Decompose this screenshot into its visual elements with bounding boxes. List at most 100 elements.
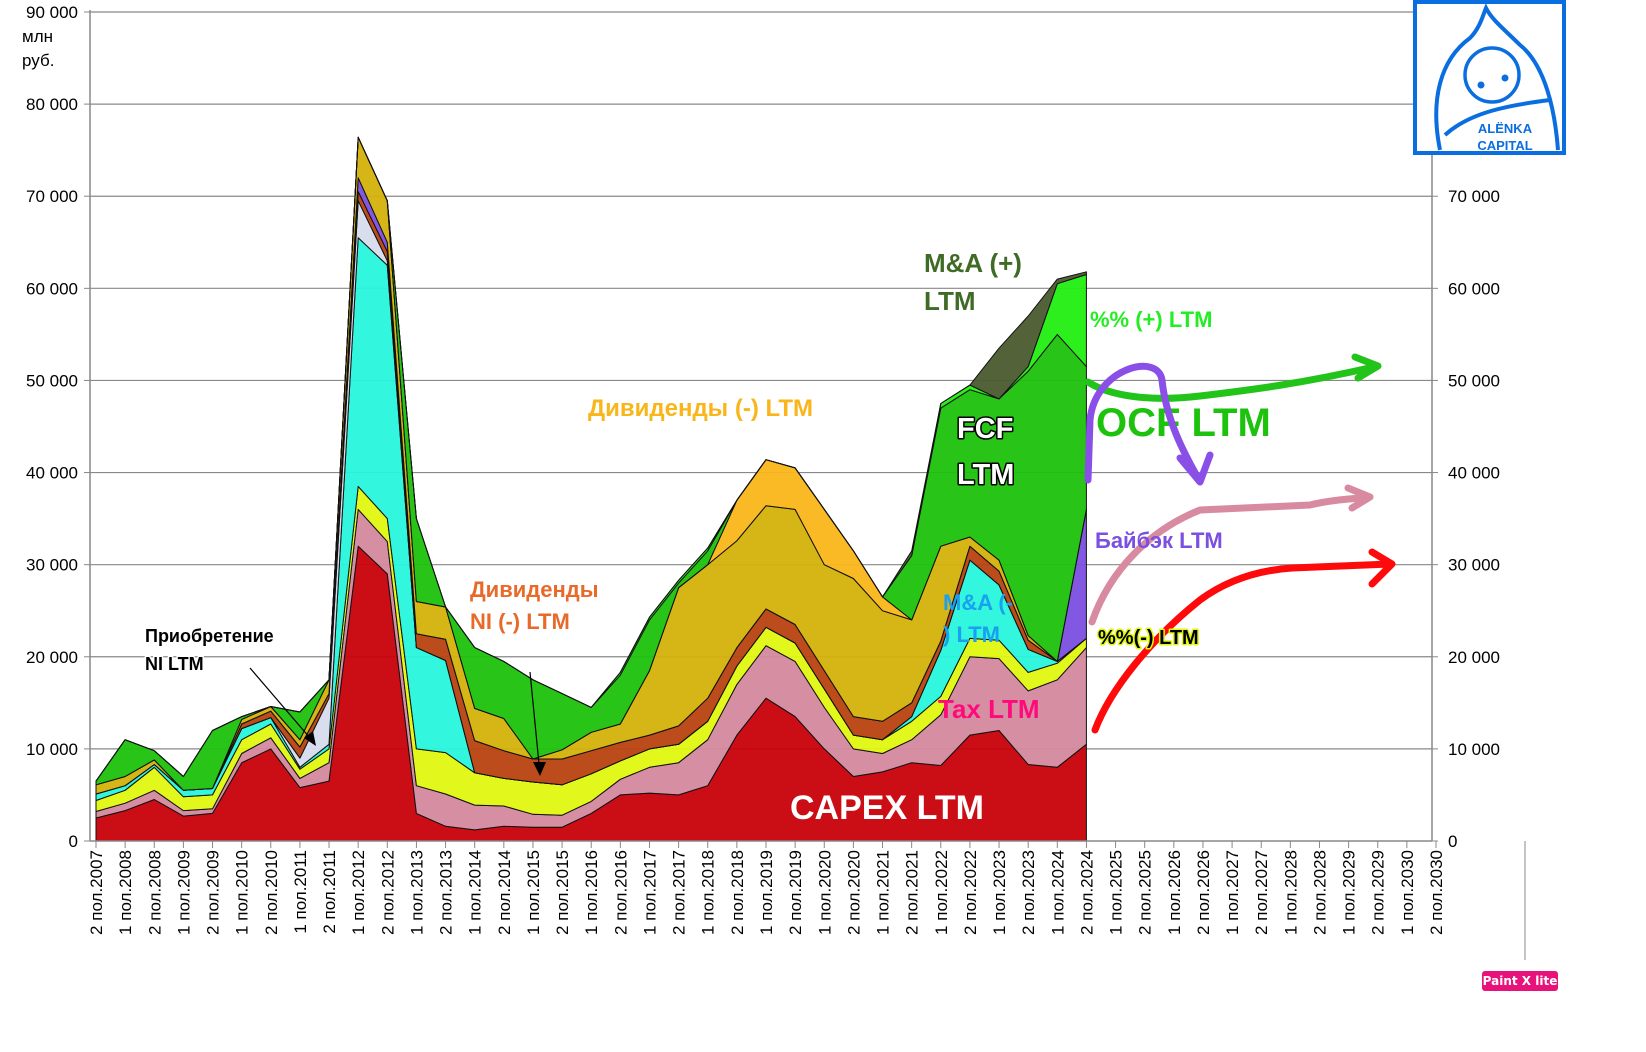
- x-tick-label: 1 пол.2030: [1398, 850, 1417, 935]
- x-tick-label: 2 пол.2018: [728, 850, 747, 935]
- y-axis-right-ticks: 0 10 000 20 000 30 000 40 000 50 000 60 000 70 …: [1432, 187, 1500, 851]
- gridlines: [90, 11, 1432, 750]
- x-tick-label: 2 пол.2011: [320, 850, 339, 934]
- x-tick-label: 2 пол.2027: [1252, 850, 1271, 935]
- label-fcf-1: FCF: [957, 413, 1013, 445]
- pointer-head-divni: [533, 762, 546, 776]
- x-tick-label: 1 пол.2014: [466, 850, 485, 935]
- label-ma-neg-1: M&A (-: [943, 590, 1013, 615]
- x-tick-label: 2 пол.2030: [1427, 850, 1446, 935]
- x-tick-label: 1 пол.2009: [174, 850, 193, 935]
- x-tick-label: 1 пол.2023: [990, 850, 1009, 935]
- x-tick-label: 1 пол.2025: [1107, 850, 1126, 935]
- x-tick-label: 2 пол.2029: [1369, 850, 1388, 935]
- series-labels: M&A (+) LTM %% (+) LTM OCF LTM Дивиденды…: [144, 248, 1271, 827]
- label-int-neg: %%(-) LTM: [1098, 627, 1199, 649]
- y-left-tick-label: 10 000: [26, 740, 78, 759]
- label-int-pos: %% (+) LTM: [1090, 307, 1212, 332]
- annotation-pointers: [249, 667, 546, 776]
- doll-scarf-icon: [1443, 98, 1551, 137]
- y-left-tick-label: 60 000: [26, 279, 78, 298]
- logo-text-1: ALЁNKA: [1478, 121, 1533, 136]
- x-tick-label: 2 пол.2010: [262, 850, 281, 935]
- label-tax: Tax LTM: [938, 694, 1040, 724]
- y-unit-label-1: млн: [22, 27, 53, 46]
- x-tick-label: 1 пол.2020: [815, 850, 834, 935]
- x-tick-label: 2 пол.2016: [611, 850, 630, 935]
- pointer-head-acq: [304, 731, 316, 746]
- x-tick-label: 1 пол.2016: [582, 850, 601, 935]
- int-neg-forecast-arrow: [1091, 548, 1396, 734]
- doll-face-icon: [1463, 46, 1521, 104]
- x-tick-label: 1 пол.2028: [1281, 850, 1300, 935]
- label-acq-ni-2: NI LTM: [145, 654, 204, 674]
- x-tick-label: 2 пол.2009: [204, 850, 223, 935]
- x-tick-label: 1 пол.2022: [932, 850, 951, 935]
- logo-text-2: CAPITAL: [1477, 138, 1532, 153]
- x-tick-label: 2 пол.2012: [378, 850, 397, 935]
- y-left-tick-label: 0: [69, 832, 78, 851]
- x-tick-label: 1 пол.2018: [699, 850, 718, 935]
- x-tick-label: 2 пол.2013: [437, 850, 456, 935]
- x-tick-label: 1 пол.2024: [1048, 850, 1067, 935]
- label-dividends: Дивиденды (-) LTM: [588, 395, 813, 422]
- x-tick-label: 2 пол.2007: [87, 850, 106, 935]
- y-right-tick-label: 10 000: [1448, 740, 1500, 759]
- label-ma-pos-2: LTM: [924, 286, 976, 316]
- x-tick-label: 1 пол.2027: [1223, 850, 1242, 935]
- y-left-tick-label: 90 000: [26, 3, 78, 22]
- pointer-line-divni: [529, 671, 540, 765]
- x-tick-label: 2 пол.2028: [1310, 850, 1329, 935]
- x-tick-label: 2 пол.2021: [903, 850, 922, 935]
- label-ma-pos-1: M&A (+): [924, 248, 1022, 278]
- x-tick-label: 1 пол.2013: [407, 850, 426, 935]
- x-tick-label: 2 пол.2023: [1019, 850, 1038, 935]
- x-tick-label: 2 пол.2026: [1194, 850, 1213, 935]
- x-tick-label: 1 пол.2026: [1165, 850, 1184, 935]
- x-tick-label: 1 пол.2011: [291, 850, 310, 934]
- x-tick-label: 1 пол.2029: [1340, 850, 1359, 935]
- x-tick-label: 2 пол.2017: [670, 850, 689, 935]
- y-right-tick-label: 50 000: [1448, 371, 1500, 390]
- forecast-arrows: [1084, 353, 1396, 734]
- x-tick-label: 1 пол.2019: [757, 850, 776, 935]
- x-tick-label: 2 пол.2015: [553, 850, 572, 935]
- y-left-tick-label: 20 000: [26, 648, 78, 667]
- area-m-a-ltm: [95, 136, 1087, 782]
- alenka-capital-logo: ALЁNKA CAPITAL: [1413, 0, 1566, 155]
- y-left-tick-label: 40 000: [26, 464, 78, 483]
- ocf-forecast-arrow: [1084, 353, 1382, 402]
- label-ma-neg-2: ) LTM: [943, 622, 1000, 647]
- label-acq-ni-1: Приобретение: [145, 626, 274, 646]
- x-tick-label: 1 пол.2021: [874, 850, 893, 935]
- x-tick-label: 2 пол.2014: [495, 850, 514, 935]
- y-right-tick-label: 70 000: [1448, 187, 1500, 206]
- paint-x-lite-badge: Paint X lite: [1482, 971, 1558, 991]
- label-capex: CAPEX LTM: [790, 789, 984, 827]
- x-tick-label: 2 пол.2022: [961, 850, 980, 935]
- y-right-tick-label: 40 000: [1448, 464, 1500, 483]
- y-left-tick-label: 80 000: [26, 95, 78, 114]
- y-unit-label-2: руб.: [22, 51, 54, 70]
- x-tick-label: 2 пол.2019: [786, 850, 805, 935]
- x-tick-label: 1 пол.2012: [349, 850, 368, 935]
- y-left-tick-label: 50 000: [26, 371, 78, 390]
- x-tick-label: 2 пол.2020: [844, 850, 863, 935]
- x-tick-label: 1 пол.2017: [640, 850, 659, 935]
- label-fcf-2: LTM: [957, 459, 1014, 491]
- y-right-tick-label: 20 000: [1448, 648, 1500, 667]
- y-right-tick-label: 60 000: [1448, 279, 1500, 298]
- x-axis-ticks: 2 пол.2007 1 пол.2008 2 пол.2008 1 пол.2009…: [87, 841, 1446, 935]
- label-buyback: Байбэк LTM: [1095, 528, 1223, 553]
- area-series: [95, 136, 1087, 842]
- x-tick-label: 2 пол.2024: [1077, 850, 1096, 935]
- x-tick-label: 1 пол.2015: [524, 850, 543, 935]
- label-div-ni-1: Дивиденды: [470, 577, 599, 602]
- buyback-arrow-purple: [1084, 362, 1214, 486]
- y-left-tick-label: 70 000: [26, 187, 78, 206]
- label-ocf: OCF LTM: [1096, 401, 1271, 445]
- x-tick-label: 1 пол.2010: [233, 850, 252, 935]
- doll-outline-icon: [1434, 3, 1560, 151]
- label-div-ni-2: NI (-) LTM: [470, 609, 570, 634]
